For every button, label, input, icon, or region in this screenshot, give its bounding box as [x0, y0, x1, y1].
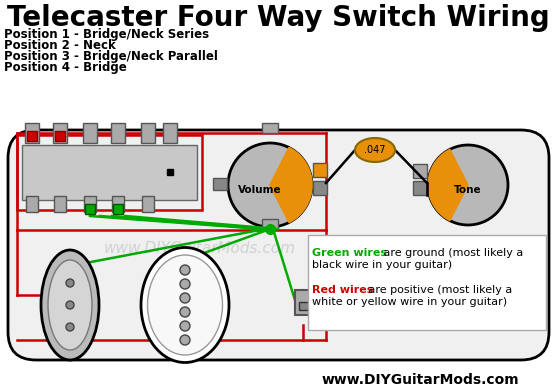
Bar	[113, 204, 123, 214]
Text: Volume: Volume	[238, 185, 282, 195]
Ellipse shape	[355, 138, 395, 162]
Bar	[84, 196, 96, 212]
Bar	[25, 123, 39, 143]
Bar	[112, 196, 124, 212]
Circle shape	[180, 307, 190, 317]
Text: Position 2 - Neck: Position 2 - Neck	[4, 38, 116, 51]
FancyBboxPatch shape	[8, 130, 549, 360]
Text: www.DIYGuitarMods.com: www.DIYGuitarMods.com	[104, 241, 296, 256]
Bar	[83, 123, 97, 143]
Bar	[53, 123, 67, 143]
Bar	[163, 123, 177, 143]
Bar	[262, 219, 278, 229]
Polygon shape	[270, 147, 312, 222]
Bar	[213, 178, 227, 190]
Text: www.DIYGuitarMods.com: www.DIYGuitarMods.com	[321, 373, 519, 387]
FancyBboxPatch shape	[308, 235, 546, 330]
Circle shape	[180, 293, 190, 303]
Text: Telecaster Four Way Switch Wiring: Telecaster Four Way Switch Wiring	[7, 4, 549, 32]
Bar	[299, 302, 313, 310]
Bar	[55, 131, 65, 141]
Circle shape	[180, 265, 190, 275]
Bar	[111, 123, 125, 143]
Bar	[142, 196, 154, 212]
Bar	[295, 290, 317, 315]
Ellipse shape	[41, 250, 99, 360]
Ellipse shape	[141, 247, 229, 363]
Bar	[262, 123, 278, 133]
Bar	[413, 181, 427, 195]
Bar	[141, 123, 155, 143]
Polygon shape	[270, 147, 312, 222]
Text: Position 3 - Bridge/Neck Parallel: Position 3 - Bridge/Neck Parallel	[4, 49, 218, 62]
Text: are positive (most likely a: are positive (most likely a	[365, 285, 512, 295]
Bar	[85, 204, 95, 214]
Text: Position 4 - Bridge: Position 4 - Bridge	[4, 60, 127, 74]
Ellipse shape	[148, 255, 222, 355]
Bar	[54, 196, 66, 212]
Text: .047: .047	[364, 145, 386, 155]
Text: Tone: Tone	[454, 185, 482, 195]
Circle shape	[180, 279, 190, 289]
Text: black wire in your guitar): black wire in your guitar)	[312, 260, 452, 270]
Circle shape	[66, 301, 74, 309]
Bar	[313, 181, 327, 195]
Circle shape	[228, 143, 312, 227]
Text: Position 1 - Bridge/Neck Series: Position 1 - Bridge/Neck Series	[4, 27, 209, 40]
Circle shape	[180, 321, 190, 331]
Text: white or yellow wire in your guitar): white or yellow wire in your guitar)	[312, 297, 507, 307]
Circle shape	[66, 323, 74, 331]
Circle shape	[180, 335, 190, 345]
Bar	[413, 164, 427, 178]
Bar	[26, 196, 38, 212]
Text: are ground (most likely a: are ground (most likely a	[380, 248, 523, 258]
Bar	[17, 135, 202, 210]
Polygon shape	[428, 149, 468, 221]
Text: Red wires: Red wires	[312, 285, 373, 295]
Bar	[27, 131, 37, 141]
Circle shape	[66, 279, 74, 287]
Ellipse shape	[48, 260, 92, 350]
Bar	[313, 163, 327, 177]
Text: Green wires: Green wires	[312, 248, 387, 258]
Bar	[22, 145, 197, 200]
Circle shape	[428, 145, 508, 225]
